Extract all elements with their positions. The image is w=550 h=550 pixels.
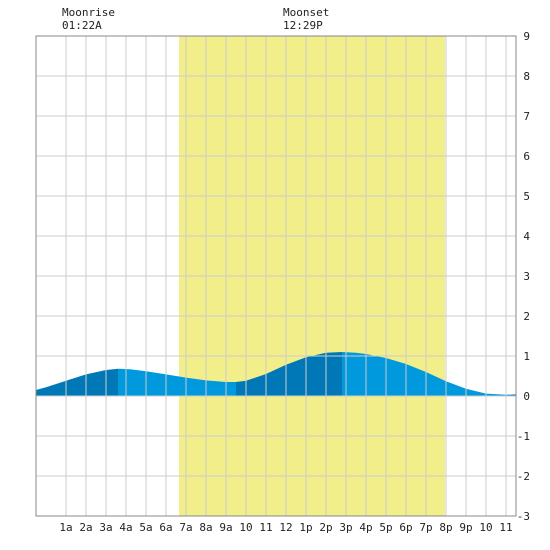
tide-segment [342,352,506,396]
x-tick-label: 12 [279,521,292,534]
x-tick-label: 2a [79,521,92,534]
x-tick-label: 3p [339,521,352,534]
tide-segment [36,368,118,396]
y-tick-label: -2 [517,470,530,483]
x-tick-label: 5p [379,521,392,534]
moonrise-label: Moonrise [62,6,115,19]
moonset-label: Moonset [283,6,329,19]
x-tick-label: 10 [479,521,492,534]
x-tick-label: 2p [319,521,332,534]
x-tick-label: 9a [219,521,232,534]
y-tick-label: 6 [523,150,530,163]
moonrise-time: 01:22A [62,19,102,32]
y-tick-label: -3 [517,510,530,523]
x-tick-label: 5a [139,521,152,534]
moonset-time: 12:29P [283,19,323,32]
tide-segment [236,352,342,396]
x-tick-label: 8a [199,521,212,534]
y-tick-label: 3 [523,270,530,283]
x-tick-label: 11 [499,521,512,534]
x-tick-labels: 1a 2a 3a 4a 5a 6a 7a 8a 9a 10 11 12 1p 2p 3p 4p 5p 6p 7p 8p… [59,521,512,534]
x-tick-label: 8p [439,521,452,534]
x-tick-label: 3a [99,521,112,534]
y-tick-label: 0 [523,390,530,403]
x-tick-label: 7a [179,521,192,534]
y-tick-labels: 9 8 7 6 5 4 3 2 1 0 -1 -2 -3 [517,30,531,523]
x-tick-label: 11 [259,521,272,534]
x-tick-label: 9p [459,521,472,534]
x-tick-label: 6p [399,521,412,534]
y-tick-label: 9 [523,30,530,43]
x-tick-label: 7p [419,521,432,534]
x-tick-label: 4a [119,521,132,534]
plot-frame [35,35,517,517]
x-tick-label: 4p [359,521,372,534]
y-tick-label: 1 [523,350,530,363]
y-tick-label: 7 [523,110,530,123]
x-tick-label: 10 [239,521,252,534]
y-tick-label: 5 [523,190,530,203]
x-tick-label: 6a [159,521,172,534]
y-tick-label: 4 [523,230,530,243]
y-tick-label: 8 [523,70,530,83]
x-tick-label: 1p [299,521,312,534]
y-tick-label: -1 [517,430,530,443]
y-tick-label: 2 [523,310,530,323]
x-tick-label: 1a [59,521,72,534]
